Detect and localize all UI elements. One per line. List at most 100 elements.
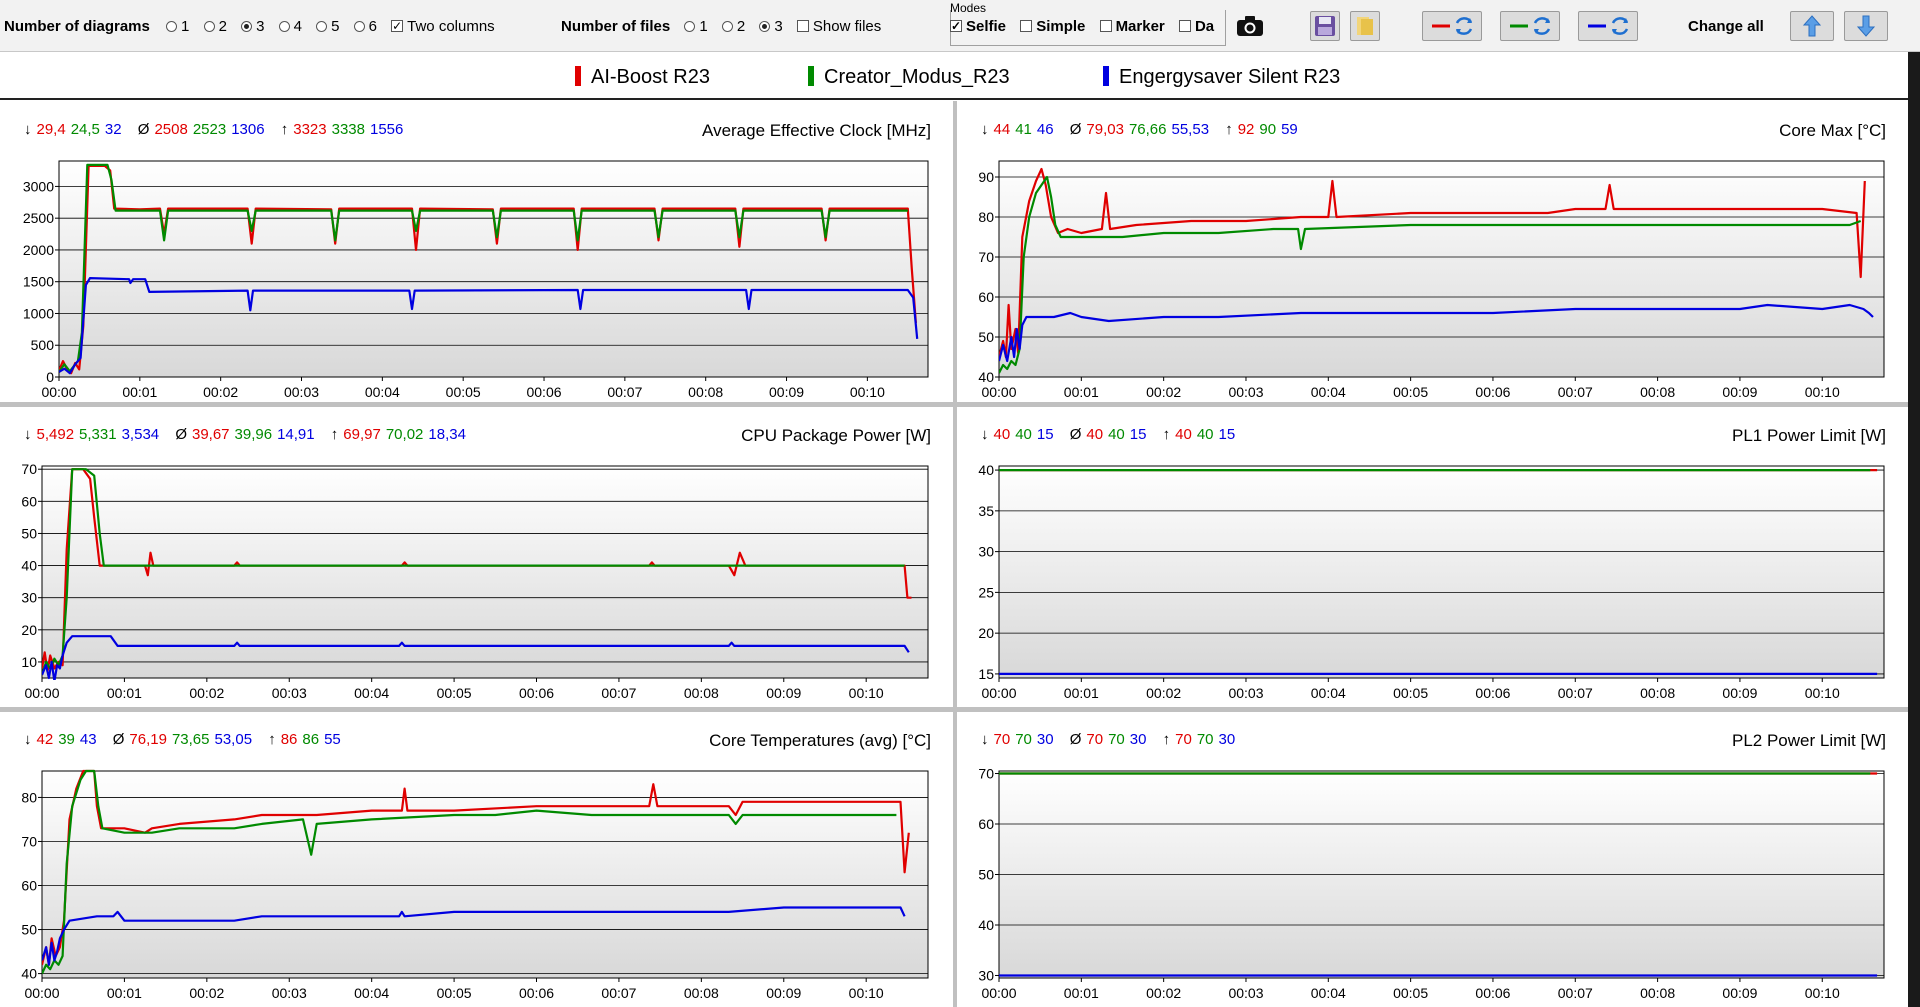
diagram-option-1[interactable]: 1 <box>166 18 189 35</box>
legend-item-ai-boost: AI-Boost R23 <box>575 65 710 89</box>
chart-title: CPU Package Power [W] <box>741 426 931 445</box>
y-tick-label: 30 <box>978 544 994 560</box>
chart-panel-power: ↓ 5,492 5,331 3,534 Ø 39,67 39,96 14,91 ↑ 69,97… <box>0 407 953 707</box>
row-divider <box>0 707 1908 712</box>
open-folder-button[interactable] <box>1350 11 1380 41</box>
file-option-1[interactable]: 1 <box>684 18 708 35</box>
diagram-option-6[interactable]: 6 <box>353 18 377 35</box>
y-tick-label: 35 <box>978 503 994 519</box>
marker-checkbox[interactable]: Marker <box>1099 18 1165 35</box>
y-tick-label: 40 <box>21 558 37 574</box>
x-tick-label: 00:01 <box>1064 985 1099 1001</box>
x-axis-label: Time <box>1426 1005 1457 1007</box>
y-tick-label: 70 <box>21 833 37 849</box>
checkbox-checked-icon[interactable] <box>950 20 962 32</box>
y-tick-label: 60 <box>978 289 994 305</box>
dark-checkbox[interactable]: Da <box>1178 18 1214 35</box>
diagram-option-4[interactable]: 4 <box>278 18 302 35</box>
save-button[interactable] <box>1310 11 1340 41</box>
move-up-button[interactable] <box>1790 11 1834 41</box>
arrow-down-icon <box>1856 15 1876 37</box>
file-option-2[interactable]: 2 <box>721 18 745 35</box>
radio-icon[interactable] <box>203 21 215 32</box>
radio-icon[interactable] <box>684 21 696 32</box>
chart-pl1: 15 20 25 30 35 40 00:00 00:01 00:02 00:03 00:04 00:… <box>978 462 1885 707</box>
chart-panel-clock: ↓ 29,4 24,5 32 Ø 2508 2523 1306 ↑ 3323 3338 1556 … <box>0 102 953 402</box>
x-tick-label: 00:10 <box>849 685 884 701</box>
chart-stats: ↓ 70 70 30 Ø 70 70 30 ↑ 70 70 30 <box>981 731 1236 748</box>
radio-selected-icon[interactable] <box>241 21 253 32</box>
y-tick-label: 50 <box>978 867 994 883</box>
x-tick-label: 00:09 <box>1722 384 1757 400</box>
modes-control: Selfie Simple Marker Da <box>950 17 1224 37</box>
selfie-checkbox[interactable]: Selfie <box>950 18 1006 35</box>
radio-icon[interactable] <box>166 21 178 32</box>
camera-button[interactable] <box>1230 11 1270 41</box>
y-tick-label: 20 <box>21 622 37 638</box>
move-down-button[interactable] <box>1844 11 1888 41</box>
chart-title: Average Effective Clock [MHz] <box>702 121 931 140</box>
radio-icon[interactable] <box>316 21 328 32</box>
series-line-engergysaver-silent-r23 <box>999 303 1874 363</box>
y-tick-label: 70 <box>978 249 994 265</box>
checkbox-checked-icon[interactable] <box>391 20 404 32</box>
checkbox-icon[interactable] <box>796 20 809 32</box>
vertical-scrollbar[interactable] <box>1908 52 1920 1007</box>
chart-stats: ↓ 42 39 43 Ø 76,19 73,65 53,05 ↑ 86 86 55 <box>24 731 341 748</box>
x-tick-label: 00:01 <box>1064 384 1099 400</box>
x-tick-label: 00:01 <box>1064 685 1099 701</box>
y-tick-label: 90 <box>978 169 994 185</box>
show-files-checkbox[interactable]: Show files <box>796 18 881 35</box>
y-tick-label: 40 <box>21 966 37 982</box>
legend-item-energysaver: Engergysaver Silent R23 <box>1103 65 1340 89</box>
two-columns-checkbox[interactable]: Two columns <box>391 18 495 35</box>
series-line-engergysaver-silent-r23 <box>42 906 906 966</box>
x-tick-label: 00:06 <box>519 685 554 701</box>
legend-item-creator: Creator_Modus_R23 <box>808 65 1010 89</box>
series-group <box>999 468 1878 675</box>
x-tick-label: 00:10 <box>1805 384 1840 400</box>
diagram-option-5[interactable]: 5 <box>316 18 339 35</box>
y-tick-label: 60 <box>21 493 37 509</box>
swap-blue-button[interactable] <box>1578 11 1638 41</box>
radio-icon[interactable] <box>278 21 290 32</box>
plot-area <box>41 770 929 979</box>
x-tick-label: 00:00 <box>24 685 59 701</box>
x-axis-label: Time <box>1426 705 1457 707</box>
x-tick-label: 00:09 <box>1722 985 1757 1001</box>
chart-panel-pl2: ↓ 70 70 30 Ø 70 70 30 ↑ 70 70 30 PL2 Power Limit … <box>957 712 1908 1007</box>
y-tick-label: 80 <box>978 209 994 225</box>
diagram-option-2[interactable]: 2 <box>203 18 227 35</box>
checkbox-icon[interactable] <box>1178 20 1191 32</box>
radio-icon[interactable] <box>353 21 365 32</box>
swap-red-button[interactable] <box>1422 11 1482 41</box>
simple-checkbox[interactable]: Simple <box>1020 18 1085 35</box>
plot-area <box>998 465 1885 679</box>
x-tick-label: 00:08 <box>684 985 719 1001</box>
x-axis-label: Time <box>470 705 501 707</box>
x-tick-label: 00:03 <box>272 985 307 1001</box>
x-tick-label: 00:08 <box>1640 985 1675 1001</box>
x-tick-label: 00:07 <box>601 985 636 1001</box>
y-tick-label: 50 <box>21 922 37 938</box>
chart-panel-coremax: ↓ 44 41 46 Ø 79,03 76,66 55,53 ↑ 92 90 59 Core Ma… <box>957 102 1908 402</box>
files-label: Number of files <box>561 18 671 35</box>
chart-panel-pl1: ↓ 40 40 15 Ø 40 40 15 ↑ 40 40 15 PL1 Power Limit … <box>957 407 1908 707</box>
x-tick-label: 00:04 <box>1311 384 1346 400</box>
diagram-option-3[interactable]: 3 <box>241 18 264 35</box>
x-tick-label: 00:03 <box>284 384 319 400</box>
x-tick-label: 00:09 <box>1722 685 1757 701</box>
y-tick-label: 60 <box>978 816 994 832</box>
x-tick-label: 00:02 <box>203 384 238 400</box>
x-tick-label: 00:01 <box>122 384 157 400</box>
radio-icon[interactable] <box>721 21 733 32</box>
series-line-engergysaver-silent-r23 <box>59 277 919 375</box>
checkbox-icon[interactable] <box>1020 20 1033 32</box>
file-option-3[interactable]: 3 <box>759 18 783 35</box>
swap-green-button[interactable] <box>1500 11 1560 41</box>
chart-temps: 40 50 60 70 80 00:00 00:01 00:02 00:03 00:04 00:05… <box>21 769 929 1007</box>
x-tick-label: 00:07 <box>607 384 642 400</box>
checkbox-icon[interactable] <box>1099 20 1112 32</box>
radio-selected-icon[interactable] <box>759 21 771 32</box>
chart-stats: ↓ 5,492 5,331 3,534 Ø 39,67 39,96 14,91 ↑ 69,97… <box>24 426 466 443</box>
